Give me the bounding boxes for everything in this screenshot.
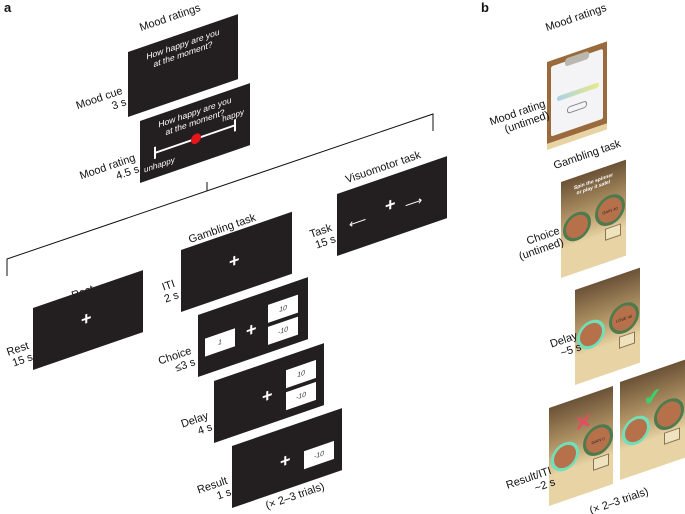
arrow-left-icon: ⟵ <box>349 211 367 232</box>
rating-slider-handle <box>191 131 201 146</box>
panel-letter-b: b <box>481 0 489 15</box>
arrow-right-icon: ⟶ <box>405 192 423 213</box>
continue-button <box>567 100 587 115</box>
mood-slider <box>557 82 599 102</box>
panel-letter-a: a <box>4 0 12 15</box>
fixation-cross: + <box>385 192 396 217</box>
